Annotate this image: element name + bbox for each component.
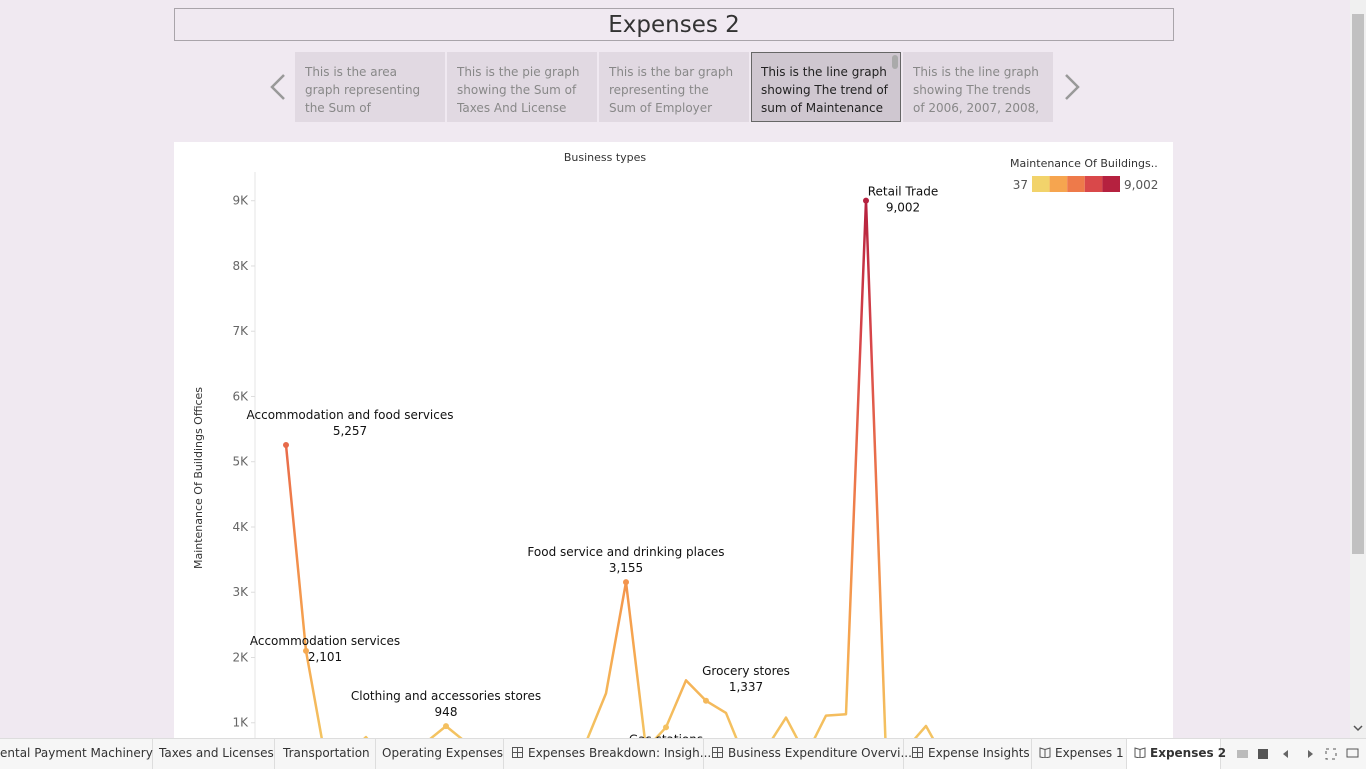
legend-swatch — [1102, 176, 1120, 192]
tab-label: Expenses Breakdown: Insigh... — [528, 746, 712, 760]
tab-label: Expenses 2 — [1150, 746, 1227, 760]
legend-swatch — [1084, 176, 1103, 192]
tab-label: Expense Insights — [928, 746, 1030, 760]
x-axis-title: Business types — [564, 151, 647, 164]
story-point-caption: This is the line graph showing The trend… — [761, 65, 888, 115]
y-axis-title: Maintenance Of Buildings Offices — [192, 387, 205, 569]
tab-controls[interactable] — [1236, 747, 1361, 761]
tab-label: Operating Expenses — [382, 746, 503, 760]
annotation-name: Accommodation services — [250, 634, 400, 648]
annotation-value: 3,155 — [609, 561, 643, 575]
dashboard-icon — [512, 747, 523, 758]
annotation-name: Accommodation and food services — [247, 408, 454, 422]
sheet-tabs: ental Payment Machinery Taxes and Licens… — [0, 738, 1366, 769]
point — [303, 647, 309, 654]
dashboard-tab[interactable]: Expenses Breakdown: Insigh... — [504, 739, 711, 769]
story-point[interactable]: This is the area graph representing the … — [295, 52, 445, 122]
chart-background — [174, 142, 1173, 738]
story-point[interactable]: This is the line graph showing The trend… — [903, 52, 1053, 122]
y-tick-label: 7K — [232, 324, 249, 338]
y-tick-label: 3K — [232, 585, 249, 599]
legend-max: 9,002 — [1124, 178, 1158, 192]
annotation-value: 5,257 — [333, 424, 367, 438]
next-arrow[interactable] — [1060, 72, 1084, 102]
y-tick-label: 1K — [232, 716, 249, 730]
point — [863, 197, 869, 204]
story-icon — [1134, 747, 1146, 759]
dashboard-tab[interactable]: Business Expenditure Overvi... — [704, 739, 912, 769]
story-point-caption: This is the pie graph showing the Sum of… — [457, 65, 580, 115]
annotation-value: 1,337 — [729, 680, 763, 694]
y-tick-label: 6K — [232, 389, 249, 403]
sheet-tab[interactable]: Taxes and Licenses — [153, 739, 275, 769]
point — [623, 579, 629, 586]
dashboard-icon — [912, 747, 923, 758]
annotation-value: 2,101 — [308, 650, 342, 664]
y-tick-label: 8K — [232, 259, 249, 273]
story-tab[interactable]: Expenses 1 — [1032, 739, 1127, 769]
point — [283, 441, 289, 448]
story-point-caption: This is the area graph representing the … — [305, 65, 421, 115]
legend-swatch — [1067, 176, 1085, 192]
tab-label: Expenses 1 — [1055, 746, 1124, 760]
y-tick-label: 9K — [232, 194, 249, 208]
chart: Business types Maintenance Of Buildings … — [174, 142, 1173, 738]
legend-title: Maintenance Of Buildings.. — [1010, 157, 1158, 170]
scrollbar-thumb[interactable] — [1352, 14, 1364, 554]
point — [663, 724, 669, 731]
story-title: Expenses 2 — [174, 8, 1174, 41]
annotation-name: Grocery stores — [702, 664, 790, 678]
scrollbar[interactable] — [1350, 0, 1366, 738]
story-point-selected[interactable]: This is the line graph showing The trend… — [751, 52, 901, 122]
legend-swatch — [1049, 176, 1068, 192]
y-tick-label: 4K — [232, 520, 249, 534]
tab-label: Taxes and Licenses — [159, 746, 274, 760]
sheet-tab[interactable]: ental Payment Machinery — [0, 739, 153, 769]
story-point[interactable]: This is the pie graph showing the Sum of… — [447, 52, 597, 122]
prev-arrow[interactable] — [266, 72, 290, 102]
legend-min: 37 — [1013, 178, 1028, 192]
story-point-caption: This is the line graph showing The trend… — [913, 65, 1040, 115]
point — [443, 723, 449, 730]
y-tick-label: 5K — [232, 455, 249, 469]
story-point[interactable]: This is the bar graph representing the S… — [599, 52, 749, 122]
story-icon — [1039, 747, 1051, 759]
annotation-name: Clothing and accessories stores — [351, 689, 541, 703]
story-tab-active[interactable]: Expenses 2 — [1127, 739, 1226, 769]
y-tick-label: 2K — [232, 650, 249, 664]
tab-label: Transportation — [283, 746, 370, 760]
tab-label: ental Payment Machinery — [0, 746, 153, 760]
sheet-tab[interactable]: Transportation — [276, 739, 376, 769]
annotation-name: Food service and drinking places — [527, 545, 724, 559]
caption-scrollbar — [892, 55, 898, 69]
annotation-value: 948 — [435, 705, 458, 719]
annotation-value: 9,002 — [886, 201, 920, 215]
dashboard-tab[interactable]: Expense Insights — [904, 739, 1032, 769]
point — [703, 697, 709, 704]
sheet-tab[interactable]: Operating Expenses — [376, 739, 504, 769]
dashboard-icon — [712, 747, 723, 758]
tab-label: Business Expenditure Overvi... — [728, 746, 912, 760]
line — [284, 199, 935, 738]
story-point-caption: This is the bar graph representing the S… — [609, 65, 734, 115]
scroll-down[interactable] — [1353, 723, 1363, 733]
legend-swatch — [1032, 176, 1050, 192]
annotation-name: Retail Trade — [868, 185, 939, 199]
annotation-name: Gas stations — [629, 732, 703, 738]
